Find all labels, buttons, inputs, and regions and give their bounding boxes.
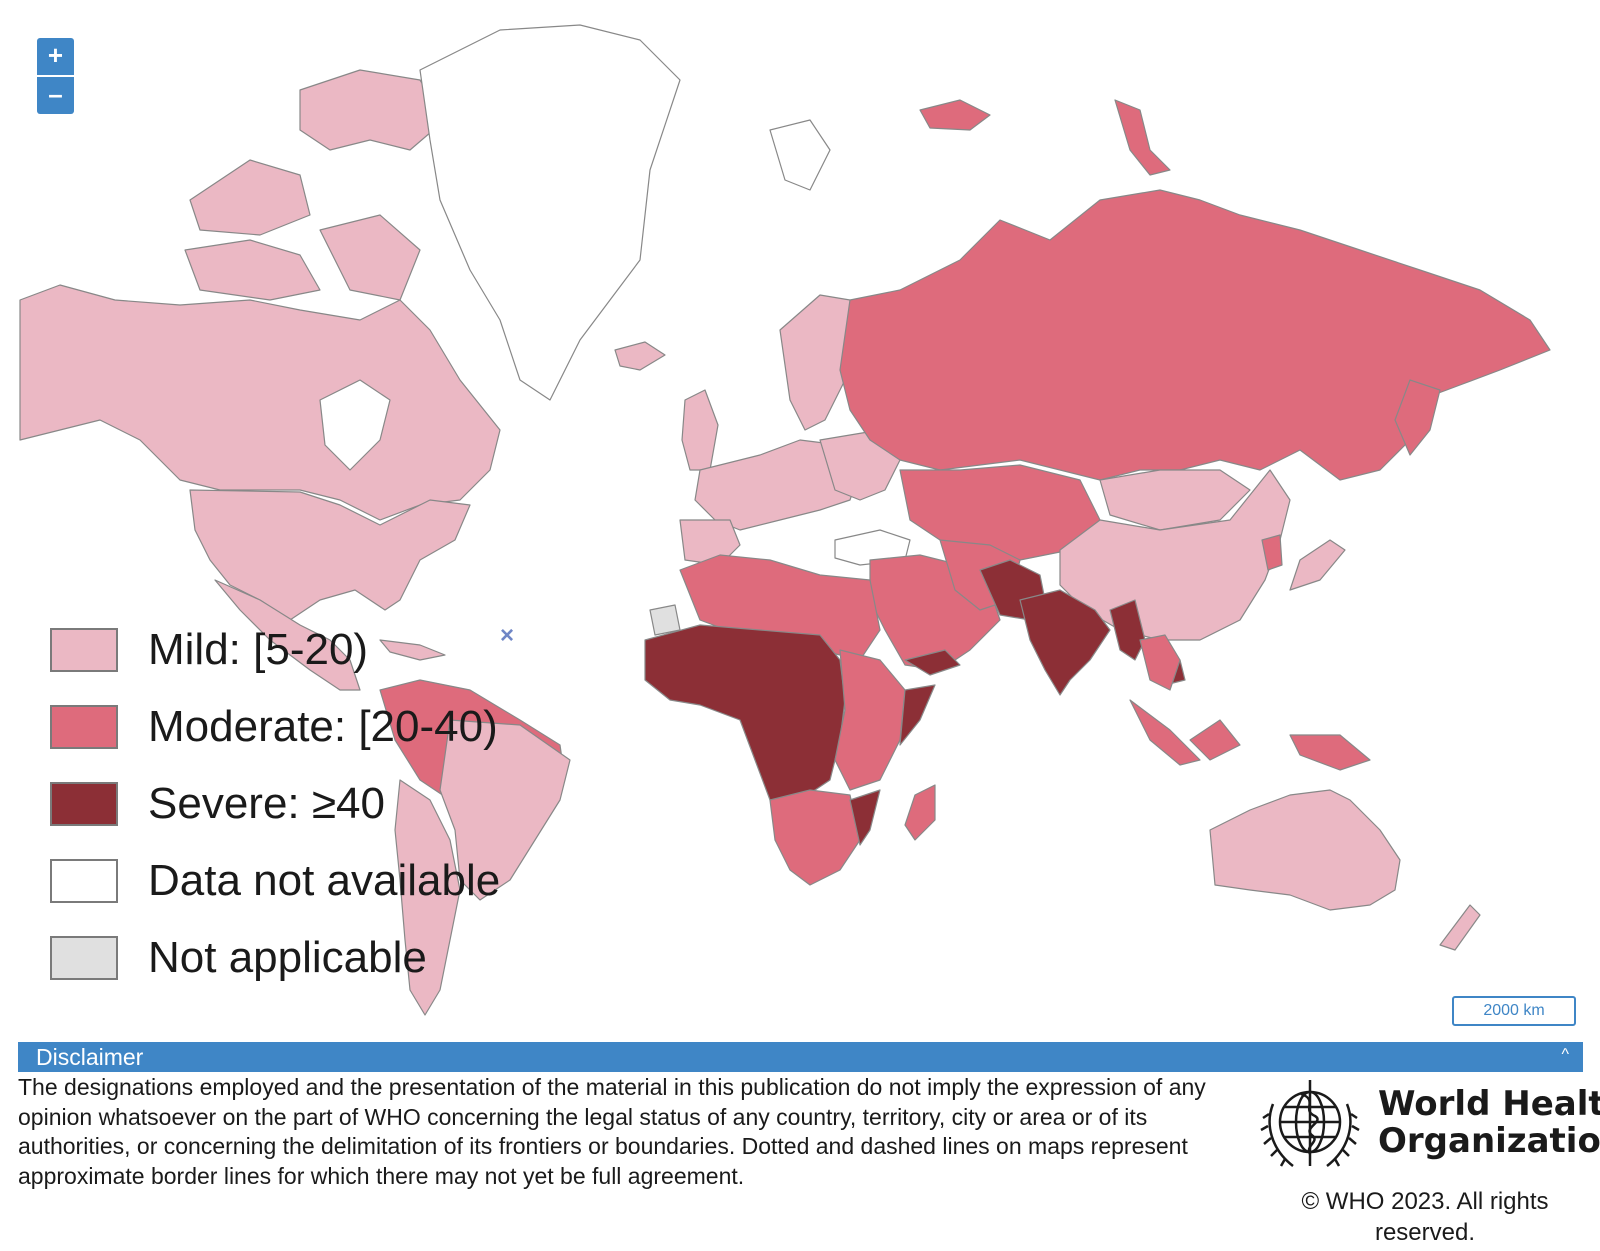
- region-uk[interactable]: [681, 389, 719, 471]
- legend-label: Moderate: [20-40): [148, 702, 498, 751]
- zoom-in-button[interactable]: +: [37, 38, 74, 75]
- region-iberia[interactable]: [679, 519, 741, 566]
- legend-swatch: [50, 782, 118, 826]
- region-russia[interactable]: [839, 189, 1551, 481]
- region-north-america-north[interactable]: [19, 284, 501, 521]
- world-map[interactable]: [0, 0, 1600, 1045]
- region-se-asia[interactable]: [1139, 634, 1181, 691]
- region-japan[interactable]: [1289, 539, 1346, 591]
- region-east-africa[interactable]: [834, 649, 906, 791]
- region-indonesia[interactable]: [1129, 699, 1201, 766]
- region-europe-west[interactable]: [694, 439, 861, 531]
- who-emblem-icon: [1260, 1080, 1360, 1167]
- region-kamchatka[interactable]: [1394, 379, 1441, 456]
- region-myanmar[interactable]: [1109, 599, 1146, 661]
- region-usa[interactable]: [189, 489, 471, 621]
- region-brazil[interactable]: [439, 719, 571, 901]
- disclaimer-text: The designations employed and the presen…: [18, 1074, 1206, 1189]
- region-mongolia[interactable]: [1099, 469, 1251, 531]
- region-canada-arctic[interactable]: [299, 69, 446, 151]
- legend-label: Severe: ≥40: [148, 779, 385, 828]
- legend-swatch: [50, 859, 118, 903]
- copyright-text: © WHO 2023. All rights reserved.: [1301, 1188, 1549, 1246]
- legend-item-mild: Mild: [5-20): [50, 625, 570, 678]
- region-greenland[interactable]: [419, 24, 681, 401]
- disclaimer-header[interactable]: Disclaimer ^: [18, 1042, 1583, 1072]
- disclaimer-title: Disclaimer: [36, 1044, 144, 1070]
- region-west-central-africa[interactable]: [644, 624, 846, 801]
- region-caribbean[interactable]: [379, 639, 446, 661]
- legend-label: Mild: [5-20): [148, 625, 369, 674]
- collapse-chevron-icon[interactable]: ^: [1561, 1046, 1569, 1063]
- legend-item-moderate: Moderate: [20-40): [50, 702, 570, 755]
- legend-item-not-applicable: Not applicable: [50, 933, 570, 986]
- region-southern-africa[interactable]: [769, 789, 861, 886]
- region-south-america-south[interactable]: [394, 779, 461, 1016]
- region-mozambique[interactable]: [849, 789, 881, 846]
- region-iceland[interactable]: [614, 341, 666, 371]
- legend-swatch: [50, 705, 118, 749]
- region-svalbard[interactable]: [769, 119, 831, 191]
- region-india[interactable]: [1019, 589, 1111, 696]
- region-hudson-bay[interactable]: [319, 379, 391, 471]
- region-canada-arctic[interactable]: [189, 159, 311, 236]
- region-indonesia[interactable]: [1189, 719, 1241, 761]
- legend-label: Not applicable: [148, 933, 427, 982]
- region-madagascar[interactable]: [904, 784, 936, 841]
- region-canada-arctic[interactable]: [319, 214, 421, 301]
- region-canada-arctic[interactable]: [184, 239, 321, 301]
- region-somalia[interactable]: [899, 684, 936, 746]
- region-papua[interactable]: [1289, 734, 1371, 771]
- close-icon[interactable]: ×: [500, 622, 515, 649]
- region-korea[interactable]: [1261, 534, 1283, 571]
- who-name-line2: Organization: [1378, 1121, 1600, 1161]
- region-new-zealand[interactable]: [1439, 904, 1481, 951]
- region-mexico[interactable]: [214, 579, 361, 691]
- legend-item-severe: Severe: ≥40: [50, 779, 570, 832]
- who-name-line1: World Health: [1378, 1084, 1600, 1124]
- zoom-out-button[interactable]: –: [37, 77, 74, 114]
- region-russia-arctic[interactable]: [919, 99, 991, 131]
- who-wordmark: World Health Organization: [1378, 1086, 1600, 1160]
- region-western-sahara[interactable]: [649, 604, 681, 636]
- legend-swatch: [50, 628, 118, 672]
- region-yemen[interactable]: [904, 649, 961, 676]
- legend-swatch: [50, 936, 118, 980]
- legend-item-not-available: Data not available: [50, 856, 570, 909]
- legend-label: Data not available: [148, 856, 501, 905]
- region-russia-arctic[interactable]: [1114, 99, 1171, 176]
- region-australia[interactable]: [1209, 789, 1401, 911]
- scale-bar: 2000 km: [1452, 996, 1576, 1026]
